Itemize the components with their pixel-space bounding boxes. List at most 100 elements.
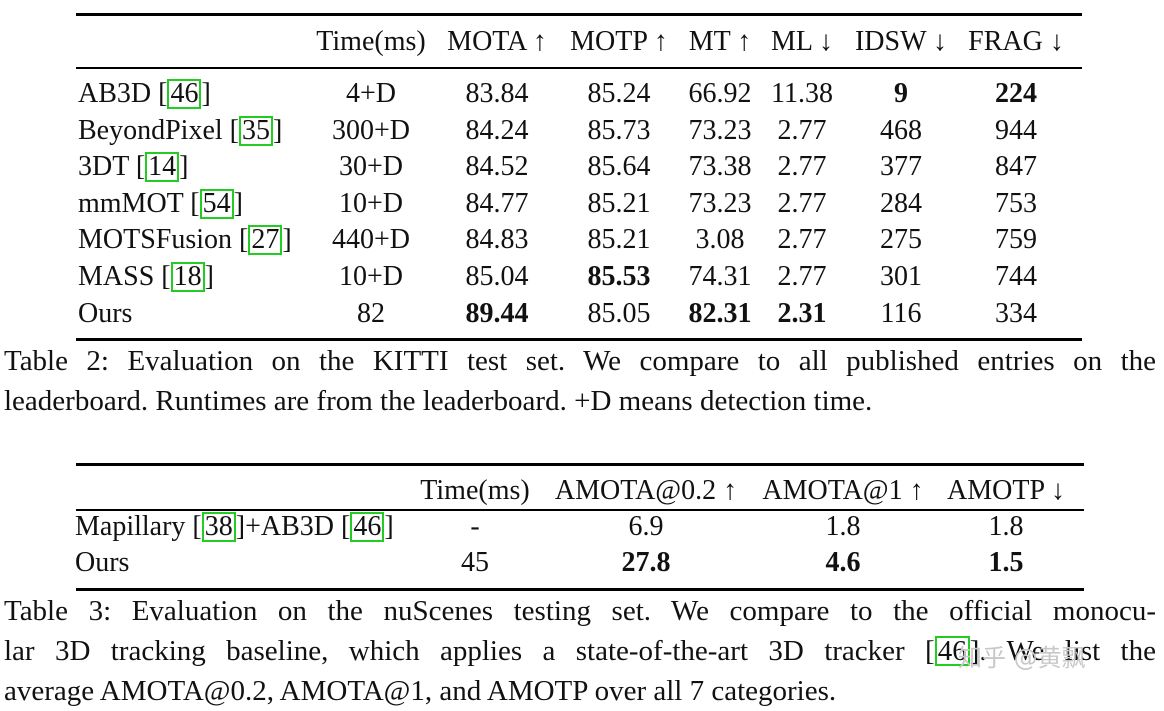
t2-row-method: mmMOT [54]: [78, 188, 243, 219]
t2-cell-idsw: 468: [880, 115, 922, 146]
t2-cell-frag-best: 224: [995, 78, 1037, 109]
t2-cell-time: 82: [357, 298, 385, 329]
t2-row-method: AB3D [46]: [78, 78, 211, 109]
t2-cell-motp: 85.24: [587, 78, 651, 109]
table2-caption: Table 2: Evaluation on the KITTI test se…: [4, 341, 1156, 421]
t2-cell-mota: 84.52: [465, 151, 529, 182]
table3-top-rule: [76, 463, 1084, 466]
t3-cell-time: -: [470, 511, 480, 542]
t2-cell-time: 440+D: [331, 224, 411, 255]
t2-row-method: MOTSFusion [27]: [78, 224, 292, 255]
t3-cell-time: 45: [461, 547, 489, 578]
t2-header-idsw: IDSW ↓: [854, 26, 948, 57]
table3-caption: Table 3: Evaluation on the nuScenes test…: [4, 591, 1156, 711]
t2-cell-mota: 84.24: [465, 115, 529, 146]
t2-cell-time: 300+D: [331, 115, 411, 146]
t2-cell-ml: 2.77: [777, 224, 827, 255]
t2-cell-frag: 744: [995, 261, 1037, 292]
citation-link[interactable]: 35: [239, 116, 273, 146]
t2-cell-frag: 759: [995, 224, 1037, 255]
zhihu-watermark: 知乎 @黄飘: [958, 644, 1086, 672]
t2-cell-idsw: 284: [880, 188, 922, 219]
table2-top-rule: [76, 13, 1082, 16]
t3-header-amotp: AMOTP ↓: [947, 475, 1065, 506]
t2-cell-ml: 2.77: [777, 261, 827, 292]
t3-cell-amota02-best: 27.8: [621, 547, 671, 578]
table2-caption-line: Table 2: Evaluation on the KITTI test se…: [4, 345, 1156, 377]
t2-cell-mt: 3.08: [695, 224, 745, 255]
citation-link[interactable]: 46: [350, 512, 385, 542]
t2-cell-frag: 944: [995, 115, 1037, 146]
t3-header-amota02: AMOTA@0.2 ↑: [554, 475, 738, 506]
citation-link[interactable]: 46: [167, 79, 202, 109]
t2-cell-motp-best: 85.53: [587, 261, 651, 292]
t2-cell-ml: 11.38: [771, 78, 833, 109]
table2-bottom-rule: [76, 338, 1082, 341]
t2-header-mota: MOTA ↑: [447, 26, 547, 57]
table3-caption-line: average AMOTA@0.2, AMOTA@1, and AMOTP ov…: [4, 675, 837, 707]
t2-cell-time: 10+D: [338, 261, 404, 292]
table3-header-rule: [76, 509, 1084, 511]
t2-cell-mt: 73.38: [688, 151, 752, 182]
t2-cell-motp: 85.21: [587, 188, 651, 219]
citation-link[interactable]: 14: [145, 152, 180, 182]
citation-link[interactable]: 46: [934, 636, 970, 666]
t2-cell-mt: 73.23: [688, 188, 752, 219]
t2-cell-frag: 847: [995, 151, 1037, 182]
t2-cell-idsw-best: 9: [894, 78, 908, 109]
t2-header-ml: ML ↓: [771, 26, 833, 57]
t2-header-mt: MT ↑: [688, 26, 752, 57]
t2-header-time: Time(ms): [316, 26, 426, 57]
t3-header-time: Time(ms): [420, 475, 530, 506]
t2-row-method: MASS [18]: [78, 261, 214, 292]
table3-caption-line: lar 3D tracking baseline, which applies …: [4, 635, 1156, 667]
citation-link[interactable]: 38: [201, 512, 236, 542]
t2-cell-mota-best: 89.44: [465, 298, 529, 329]
t3-row-method: Ours: [75, 547, 130, 578]
t2-cell-motp: 85.21: [587, 224, 651, 255]
t2-cell-time: 10+D: [338, 188, 404, 219]
t2-cell-ml: 2.77: [777, 151, 827, 182]
t2-cell-motp: 85.05: [587, 298, 651, 329]
t2-cell-mt-best: 82.31: [688, 298, 752, 329]
t2-cell-frag: 753: [995, 188, 1037, 219]
t2-cell-idsw: 301: [880, 261, 922, 292]
t2-cell-mota: 84.77: [465, 188, 529, 219]
t3-cell-amota1-best: 4.6: [825, 547, 861, 578]
t3-cell-amota1: 1.8: [825, 511, 861, 542]
t2-cell-mt: 73.23: [688, 115, 752, 146]
t2-cell-ml-best: 2.31: [777, 298, 827, 329]
table2-header-rule: [76, 67, 1082, 69]
t2-cell-frag: 334: [995, 298, 1037, 329]
t3-cell-amotp: 1.8: [988, 511, 1024, 542]
t2-cell-time: 30+D: [338, 151, 404, 182]
t2-cell-motp: 85.64: [587, 151, 651, 182]
t3-row-method: Mapillary [38]+AB3D [46]: [75, 511, 394, 542]
t2-cell-time: 4+D: [345, 78, 397, 109]
t2-cell-mt: 74.31: [688, 261, 752, 292]
citation-link[interactable]: 27: [248, 225, 283, 255]
citation-link[interactable]: 54: [199, 189, 234, 219]
t2-header-frag: FRAG ↓: [968, 26, 1064, 57]
t2-cell-idsw: 377: [880, 151, 922, 182]
t2-row-method: BeyondPixel [35]: [78, 115, 283, 146]
t2-cell-mota: 83.84: [465, 78, 529, 109]
table3-bottom-rule: [76, 588, 1084, 591]
t2-cell-mt: 66.92: [688, 78, 752, 109]
t2-row-method: Ours: [78, 298, 133, 329]
table3-caption-line: Table 3: Evaluation on the nuScenes test…: [4, 595, 1156, 627]
t2-cell-ml: 2.77: [777, 115, 827, 146]
table2-caption-line: leaderboard. Runtimes are from the leade…: [4, 385, 873, 417]
t2-cell-motp: 85.73: [587, 115, 651, 146]
t2-cell-ml: 2.77: [777, 188, 827, 219]
t3-cell-amotp-best: 1.5: [988, 547, 1024, 578]
t3-cell-amota02: 6.9: [628, 511, 664, 542]
t2-cell-idsw: 275: [880, 224, 922, 255]
t2-cell-mota: 84.83: [465, 224, 529, 255]
citation-link[interactable]: 18: [170, 262, 205, 292]
t2-cell-idsw: 116: [880, 298, 922, 329]
t2-cell-mota: 85.04: [465, 261, 529, 292]
t2-row-method: 3DT [14]: [78, 151, 189, 182]
t3-header-amota1: AMOTA@1 ↑: [762, 475, 924, 506]
t2-header-motp: MOTP ↑: [570, 26, 668, 57]
